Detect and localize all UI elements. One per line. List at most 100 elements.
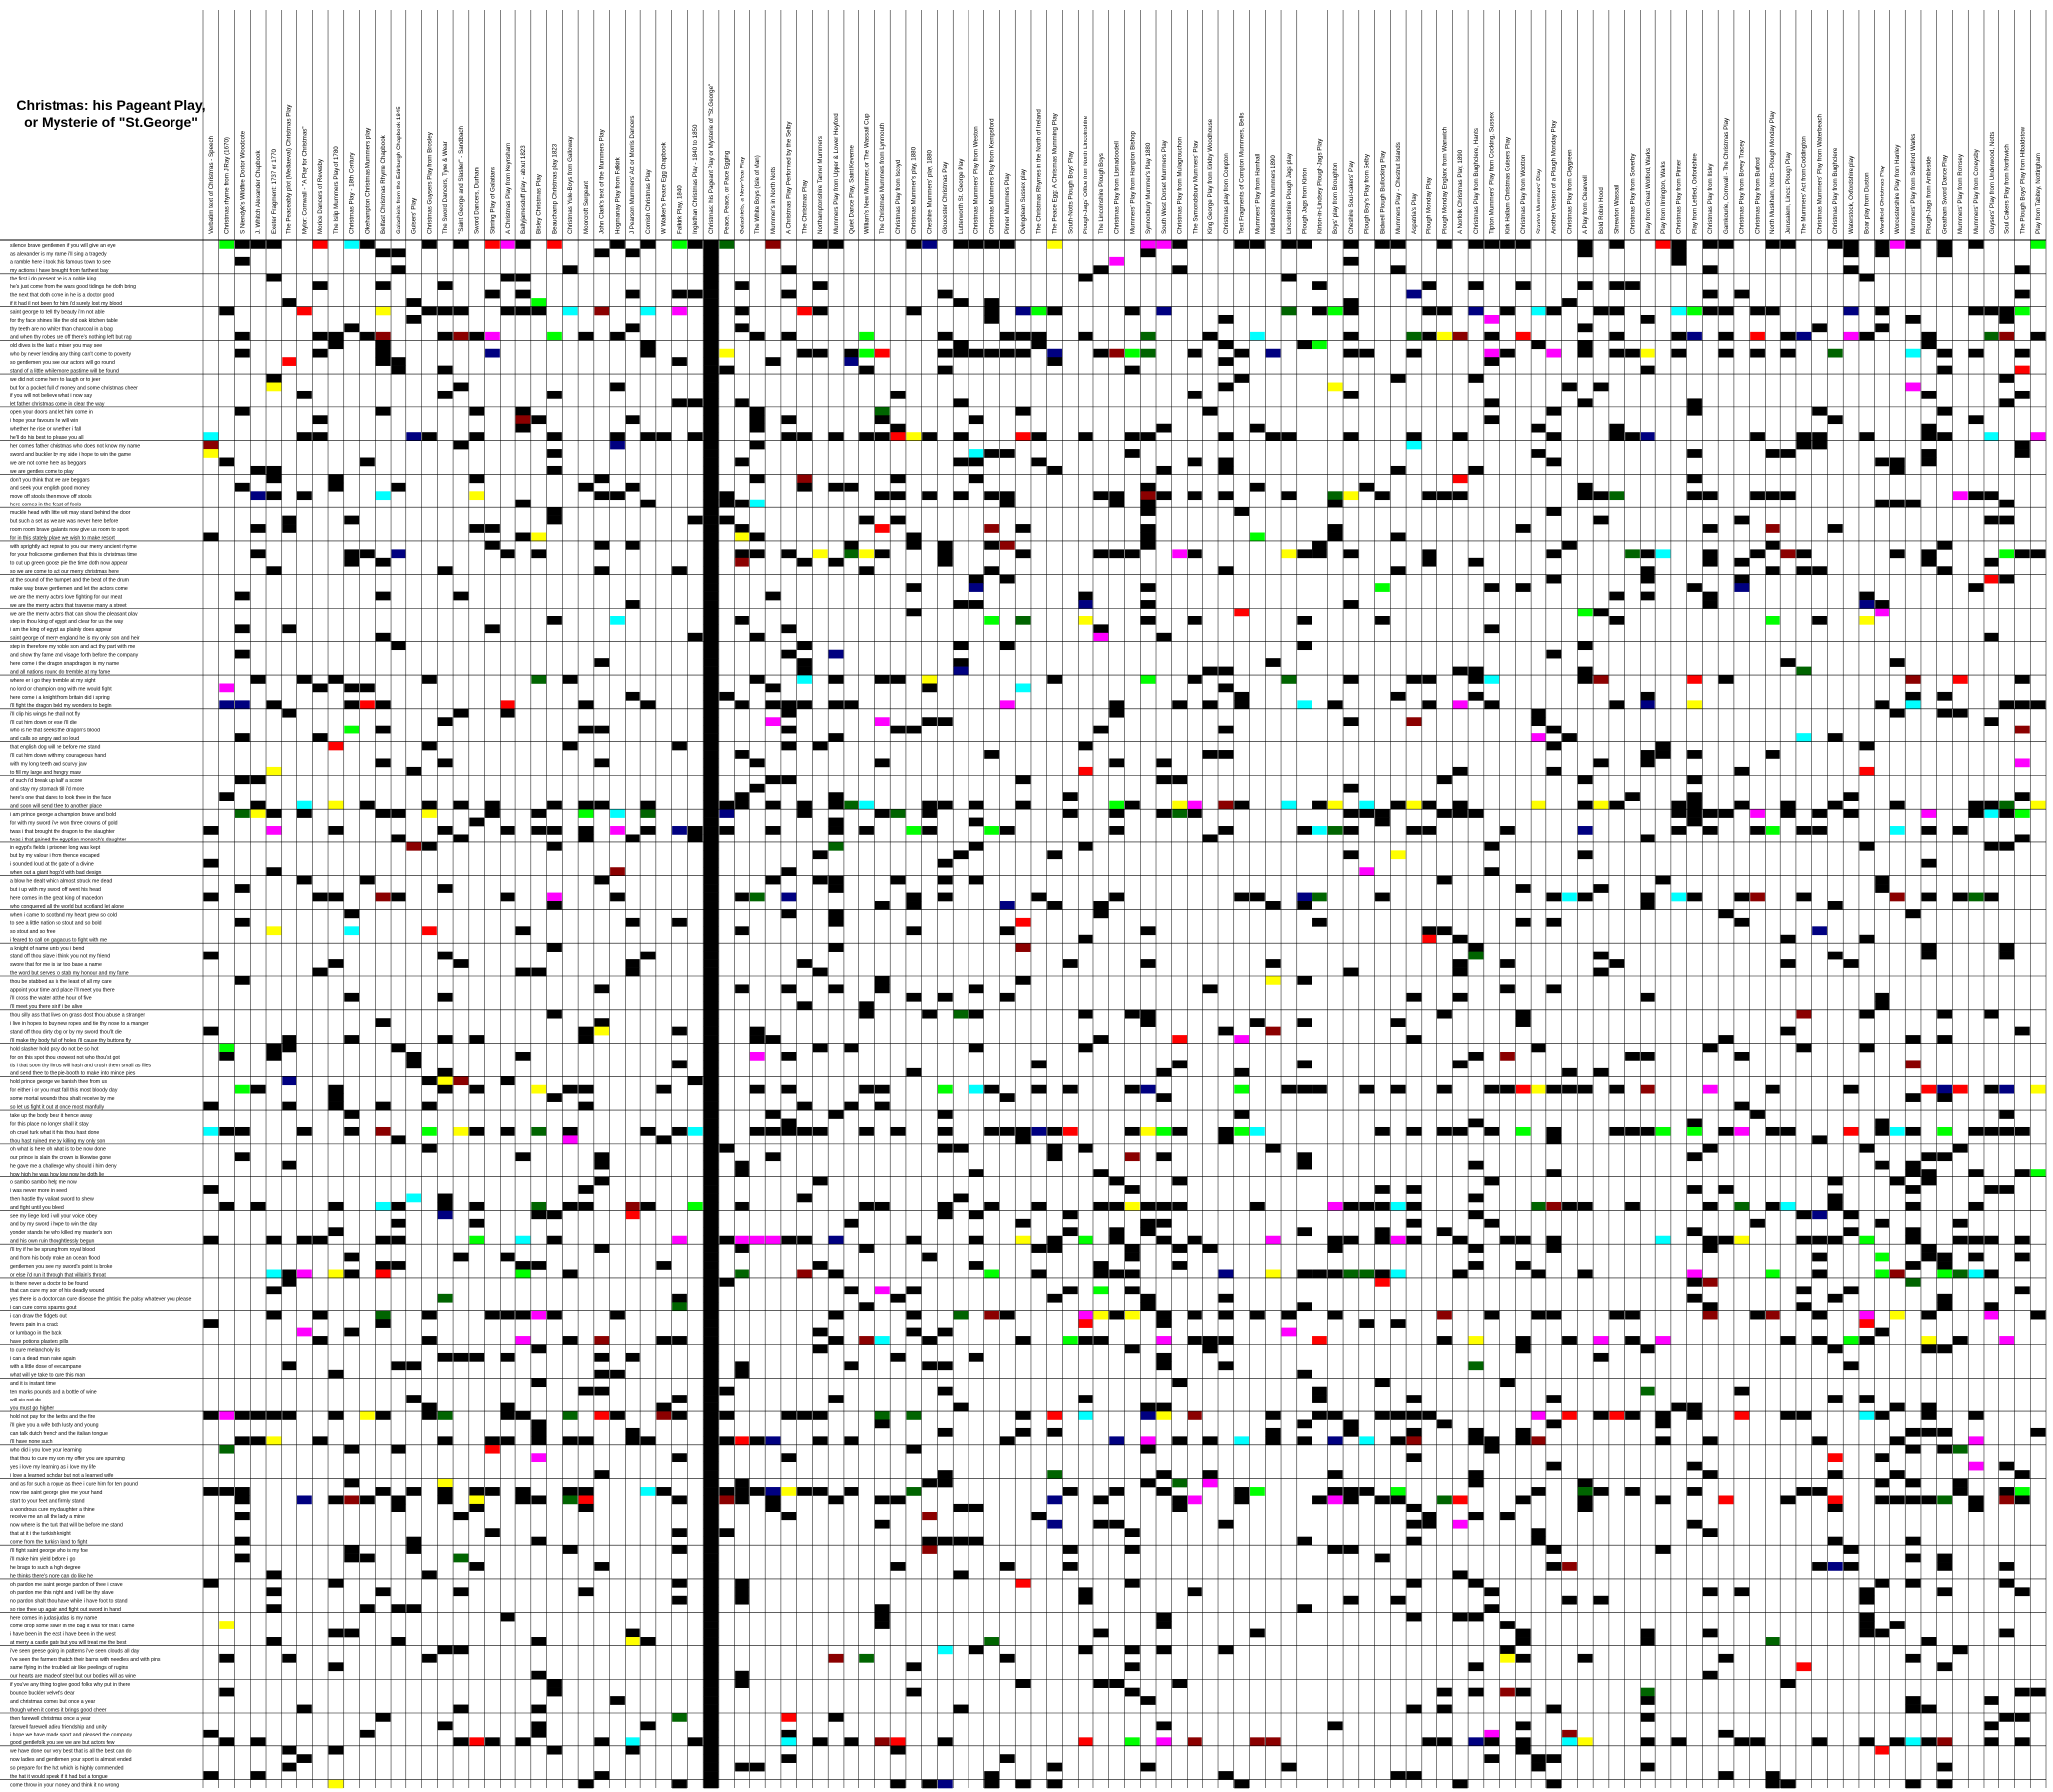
cell-mark bbox=[703, 1084, 719, 1094]
cell-mark bbox=[781, 741, 797, 751]
cell-mark bbox=[672, 398, 687, 408]
cell-mark bbox=[1531, 449, 1546, 458]
column-label: The Peaceably plot (Mediaeval) Christmas… bbox=[286, 104, 293, 234]
cell-mark bbox=[703, 1143, 719, 1153]
column-label: Aspatria's Play bbox=[1411, 192, 1418, 234]
cell-mark bbox=[1780, 491, 1796, 501]
cell-mark bbox=[703, 675, 719, 684]
cell-mark bbox=[1546, 457, 1562, 467]
cell-mark bbox=[1952, 708, 1968, 718]
cell-mark bbox=[906, 1310, 922, 1320]
cell-mark bbox=[1234, 892, 1250, 902]
cell-mark bbox=[656, 1135, 672, 1145]
cell-mark bbox=[703, 608, 719, 617]
cell-mark bbox=[890, 809, 906, 818]
cell-mark bbox=[1609, 1411, 1625, 1420]
cell-mark bbox=[1921, 1252, 1937, 1262]
cell-mark bbox=[1531, 1269, 1546, 1279]
cell-mark bbox=[1796, 1411, 1812, 1420]
cell-mark bbox=[1078, 1595, 1093, 1605]
cell-mark bbox=[1343, 1419, 1359, 1429]
cell-mark bbox=[1468, 1160, 1484, 1170]
cell-mark bbox=[1093, 901, 1109, 910]
cell-mark bbox=[1796, 733, 1812, 742]
row-label: come drop some silver in the bag it was … bbox=[10, 1624, 135, 1629]
cell-mark bbox=[1172, 1503, 1188, 1512]
row-label: here comes in judas judas is my name bbox=[10, 1616, 97, 1622]
cell-mark bbox=[1780, 959, 1796, 968]
cell-mark bbox=[1188, 800, 1202, 810]
cell-mark bbox=[391, 1604, 406, 1613]
cell-mark bbox=[1327, 491, 1343, 501]
cell-mark bbox=[1952, 1487, 1968, 1496]
cell-mark bbox=[422, 1402, 437, 1412]
cell-mark bbox=[969, 817, 984, 827]
cell-mark bbox=[1406, 331, 1422, 341]
cell-mark bbox=[1702, 1277, 1718, 1287]
cell-mark bbox=[282, 1745, 297, 1755]
row-label: and calls so angry and so loud bbox=[10, 736, 79, 742]
cell-mark bbox=[1546, 1201, 1562, 1211]
cell-mark bbox=[1921, 432, 1937, 441]
cell-mark bbox=[1156, 632, 1172, 642]
cell-mark bbox=[1812, 440, 1827, 450]
cell-mark bbox=[703, 532, 719, 542]
cell-mark bbox=[1140, 959, 1156, 968]
cell-mark bbox=[531, 675, 547, 684]
cell-mark bbox=[969, 574, 984, 584]
cell-mark bbox=[1500, 240, 1515, 249]
cell-mark bbox=[500, 549, 515, 559]
cell-mark bbox=[1702, 591, 1718, 601]
cell-mark bbox=[672, 1713, 687, 1722]
column-label: Mummers' Play from Coneysby bbox=[1973, 148, 1980, 234]
cell-mark bbox=[703, 1244, 719, 1253]
cell-mark bbox=[203, 858, 219, 868]
cell-mark bbox=[1827, 1176, 1843, 1186]
cell-mark bbox=[1875, 700, 1889, 710]
cell-mark bbox=[469, 1503, 485, 1512]
column-label: Kirk Hallam Christmas Guisers Play bbox=[1504, 136, 1511, 234]
cell-mark bbox=[1406, 1436, 1422, 1446]
cell-mark bbox=[765, 875, 781, 885]
cell-mark bbox=[1312, 540, 1327, 550]
cell-mark bbox=[1172, 1126, 1188, 1136]
column-label: Plough Monday England from Wanwich bbox=[1441, 126, 1448, 234]
cell-mark bbox=[1140, 1018, 1156, 1027]
cell-mark bbox=[969, 457, 984, 467]
cell-mark bbox=[1093, 1336, 1109, 1345]
cell-mark bbox=[749, 1051, 765, 1061]
cell-mark bbox=[1109, 499, 1124, 508]
cell-mark bbox=[781, 1118, 797, 1128]
cell-mark bbox=[1172, 265, 1188, 275]
cell-mark bbox=[828, 1336, 844, 1345]
cell-mark bbox=[1905, 909, 1921, 919]
cell-mark bbox=[672, 826, 687, 835]
cell-mark bbox=[469, 524, 485, 533]
cell-mark bbox=[515, 406, 531, 416]
cell-mark bbox=[282, 1160, 297, 1170]
cell-mark bbox=[828, 792, 844, 801]
cell-mark bbox=[266, 273, 282, 282]
cell-mark bbox=[344, 515, 360, 525]
cell-mark bbox=[1015, 1135, 1031, 1145]
cell-mark bbox=[749, 532, 765, 542]
cell-mark bbox=[703, 1453, 719, 1463]
cell-mark bbox=[1250, 892, 1265, 902]
cell-mark bbox=[1734, 574, 1750, 584]
row-label: what will ye take to cure this man bbox=[10, 1373, 85, 1379]
cell-mark bbox=[1515, 1344, 1531, 1354]
cell-mark bbox=[781, 984, 797, 994]
row-label: now ladies and gentlemen your sport is a… bbox=[10, 1757, 132, 1763]
cell-mark bbox=[437, 1645, 453, 1655]
cell-mark bbox=[1546, 1126, 1562, 1136]
cell-mark bbox=[1875, 248, 1889, 258]
cell-mark bbox=[922, 717, 937, 727]
row-label: my actions i have brought from farthest … bbox=[10, 268, 109, 274]
cell-mark bbox=[297, 800, 312, 810]
cell-mark bbox=[1078, 1336, 1093, 1345]
cell-mark bbox=[219, 1653, 235, 1663]
cell-mark bbox=[999, 992, 1015, 1002]
cell-mark bbox=[828, 884, 844, 893]
row-label: thou be stabbed as is the least of all m… bbox=[10, 979, 112, 985]
cell-mark bbox=[1406, 675, 1422, 684]
